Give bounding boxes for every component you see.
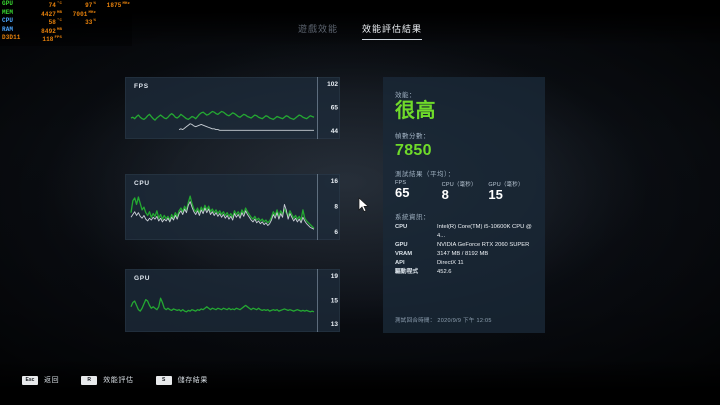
axis-mid-fps: 65	[330, 104, 338, 112]
tab-label: 效能評估結果	[362, 24, 423, 34]
metric-cpu: CPU（毫秒） 8	[442, 180, 489, 202]
sysinfo-value: 3147 MB / 8192 MB	[437, 251, 489, 257]
osd-row-cpu: CPU 58°C 33%	[2, 18, 130, 27]
graph-plot-cpu	[125, 174, 318, 240]
metric-label: GPU（毫秒）	[488, 182, 524, 188]
osd-value: 118FPS	[42, 36, 62, 44]
sysinfo-label: 系統資訊：	[395, 214, 430, 221]
averages-label: 測試結果（平均）：	[395, 171, 455, 178]
key-glyph: Esc	[22, 375, 38, 385]
metric-value: 65	[395, 185, 410, 200]
osd-label: MEM	[2, 8, 14, 16]
key-hint-s[interactable]: S 儲存結果	[155, 375, 209, 385]
osd-value: 33%	[85, 19, 96, 27]
score-label: 幀數分數：	[395, 133, 430, 140]
key-hint-bar: Esc 返回 R 效能評估 S 儲存結果	[22, 375, 208, 385]
graph-title-gpu: GPU	[134, 275, 151, 282]
tab-underline	[362, 39, 423, 40]
sysinfo-value: DirectX 11	[437, 260, 464, 266]
axis-min-gpu: 13	[330, 321, 338, 328]
results-panel: 效能： 很高 幀數分數： 7850 測試結果（平均）： FPS 65 CPU（毫秒）…	[383, 77, 545, 333]
osd-value: 8492MB	[41, 27, 62, 35]
sysinfo-row: GPU NVIDIA GeForce RTX 2060 SUPER	[395, 241, 535, 250]
rating-label: 效能：	[395, 92, 416, 99]
osd-row-d3d11: D3D11 118FPS	[2, 35, 130, 44]
osd-value: 97%	[85, 2, 96, 9]
sysinfo-key: 驅動程式	[395, 269, 419, 275]
key-label: 返回	[44, 377, 60, 384]
series-gpu-frametime	[130, 297, 315, 313]
osd-value: 1875MHz	[106, 2, 130, 9]
graph-plot-gpu	[125, 269, 318, 332]
metric-value: 8	[441, 187, 449, 202]
sysinfo-key: API	[395, 260, 405, 266]
osd-row-gpu: GPU 74°C 97% 1875MHz	[2, 0, 130, 10]
axis-max-fps: 102	[327, 81, 338, 88]
average-metrics: FPS 65 CPU（毫秒） 8 GPU（毫秒） 15	[395, 180, 535, 202]
sysinfo-key: GPU	[395, 242, 408, 248]
key-label: 效能評估	[103, 377, 134, 384]
sysinfo-value: NVIDIA GeForce RTX 2060 SUPER	[437, 242, 530, 248]
osd-label: GPU	[2, 0, 14, 7]
mouse-cursor-icon	[358, 197, 369, 212]
sysinfo-row: 驅動程式 452.6	[395, 268, 535, 277]
rating-value: 很高	[395, 100, 436, 122]
osd-label: CPU	[2, 17, 14, 25]
metric-fps: FPS 65	[395, 180, 442, 202]
sysinfo-key: CPU	[395, 224, 408, 230]
axis-min-fps: 44	[330, 128, 338, 135]
metric-value: 15	[488, 187, 503, 202]
metric-label: CPU（毫秒）	[441, 182, 477, 188]
series-fps-low	[178, 123, 314, 131]
axis-max-gpu: 19	[330, 273, 338, 280]
osd-label: D3D11	[2, 34, 21, 42]
score-value: 7850	[395, 142, 432, 159]
graph-card-cpu: CPU 16 8 6	[125, 174, 340, 240]
tab-bar: 遊戲效能 效能評估結果	[0, 20, 720, 45]
graph-plot-fps	[125, 77, 318, 139]
tab-0[interactable]: 遊戲效能	[294, 20, 342, 45]
top-fade	[0, 0, 720, 46]
sysinfo-row: VRAM 3147 MB / 8192 MB	[395, 250, 535, 259]
tab-1[interactable]: 效能評估結果	[358, 20, 426, 45]
metric-gpu: GPU（毫秒） 15	[488, 180, 535, 202]
key-glyph: R	[81, 375, 98, 385]
sysinfo-row: CPU Intel(R) Core(TM) i5-10600K CPU @ 4..…	[395, 223, 535, 241]
graph-axis-fps: 102 65 44	[317, 77, 340, 139]
osd-label: RAM	[2, 25, 14, 33]
key-glyph: S	[155, 375, 172, 385]
system-info-list: CPU Intel(R) Core(TM) i5-10600K CPU @ 4..…	[395, 223, 535, 277]
osd-value: 74°C	[48, 2, 62, 9]
series-cpu-alt	[130, 201, 315, 230]
metric-label: FPS	[395, 180, 407, 186]
osd-value: 7001MHz	[72, 10, 96, 18]
sysinfo-row: API DirectX 11	[395, 259, 535, 268]
bottom-fade	[0, 359, 720, 405]
key-label: 儲存結果	[177, 377, 209, 384]
sysinfo-value: 452.6	[437, 269, 452, 275]
graph-card-fps: FPS 102 65 44	[125, 77, 340, 139]
hardware-monitor-overlay: GPU 74°C 97% 1875MHz MEM 4427MB 7001MHz CPU 58°C…	[0, 0, 132, 46]
sysinfo-key: VRAM	[395, 251, 413, 257]
graph-title-fps: FPS	[134, 83, 149, 90]
graph-card-gpu: GPU 19 15 13	[125, 269, 340, 332]
key-hint-esc[interactable]: Esc 返回	[22, 375, 59, 385]
key-hint-r[interactable]: R 效能評估	[81, 375, 133, 385]
graph-axis-cpu: 16 8 6	[317, 174, 340, 240]
axis-min-cpu: 6	[334, 229, 338, 236]
osd-value: 58°C	[48, 19, 62, 27]
graph-axis-gpu: 19 15 13	[317, 269, 340, 332]
osd-value: 4427MB	[41, 10, 62, 18]
axis-mid-gpu: 15	[330, 297, 338, 304]
tab-label: 遊戲效能	[297, 24, 338, 34]
graph-title-cpu: CPU	[134, 180, 150, 187]
osd-row-mem: MEM 4427MB 7001MHz	[2, 8, 130, 19]
run-timestamp: 測試回合時間： 2020/9/9 下午 12:05	[395, 318, 492, 324]
osd-row-ram: RAM 8492MB	[2, 25, 130, 36]
series-fps	[130, 110, 315, 121]
sysinfo-value: Intel(R) Core(TM) i5-10600K CPU @ 4...	[437, 224, 532, 239]
axis-max-cpu: 16	[330, 178, 338, 185]
axis-mid-cpu: 8	[334, 203, 338, 211]
